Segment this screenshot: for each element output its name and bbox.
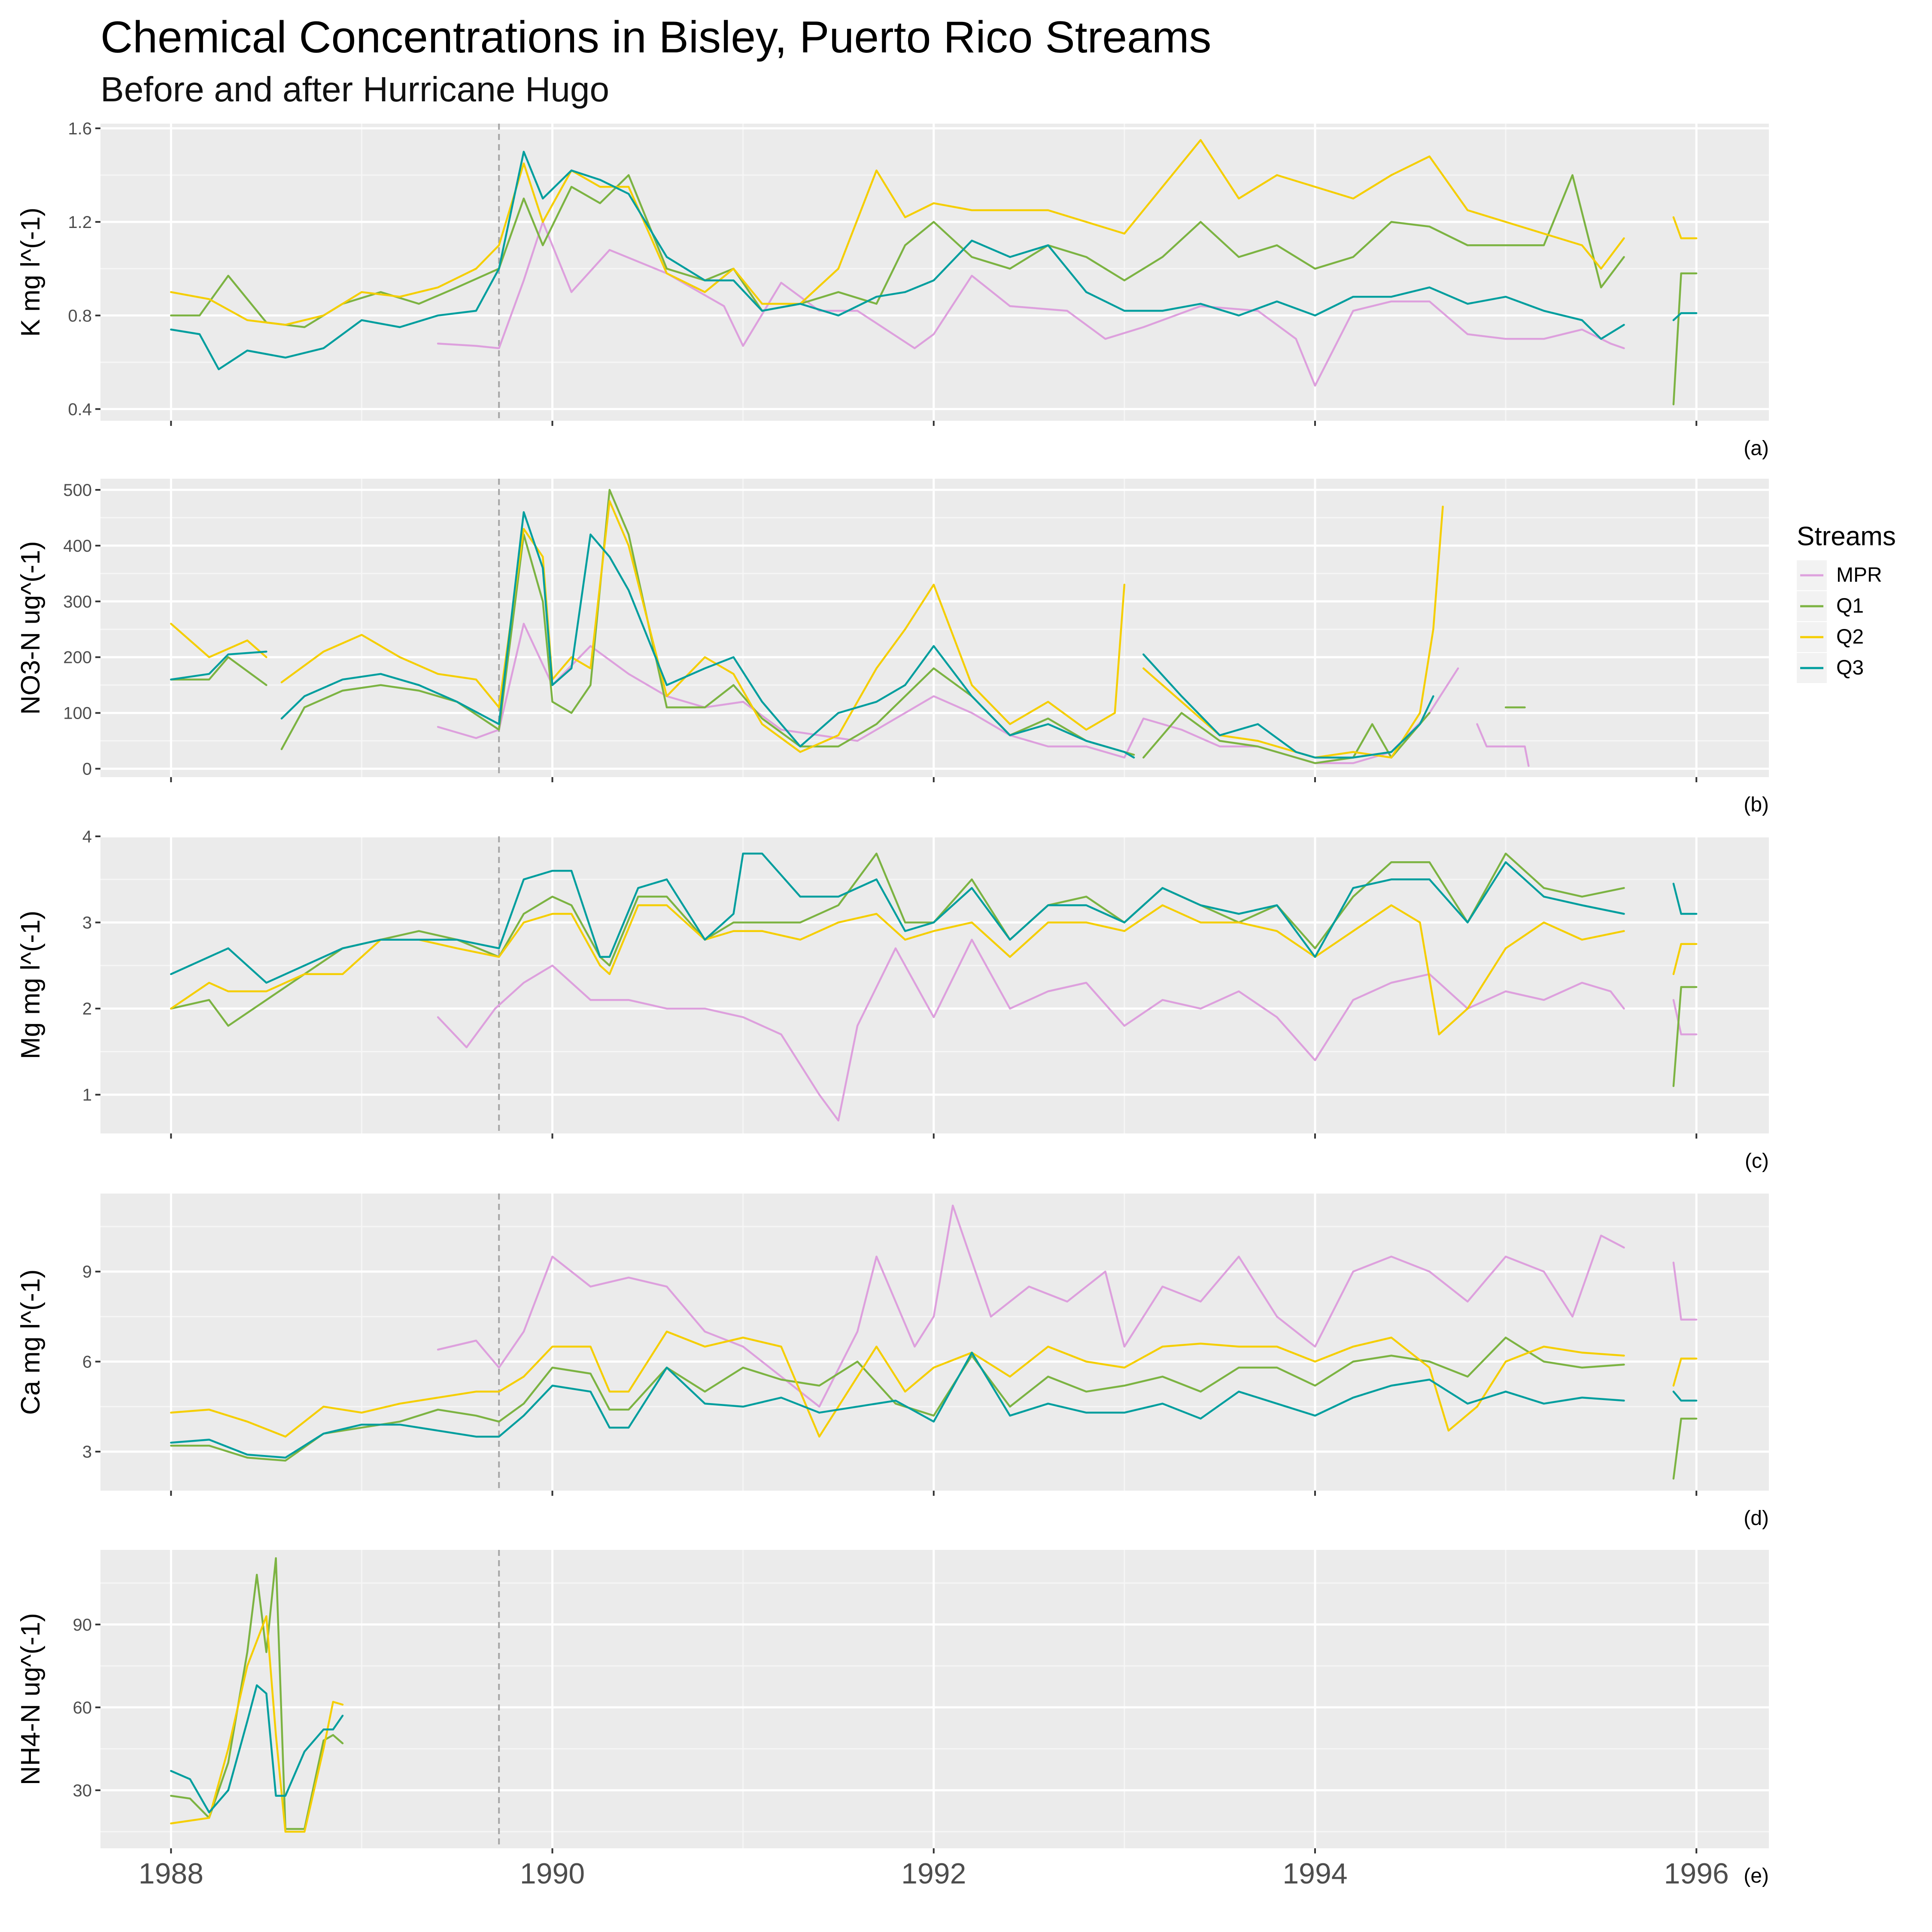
series-line-q2 <box>170 139 1625 326</box>
series-line-mpr <box>437 1204 1625 1408</box>
panel-tag: (b) <box>1744 793 1769 816</box>
y-tick-label: 30 <box>73 1781 92 1800</box>
series-line-q2 <box>170 623 267 658</box>
chart-title: Chemical Concentrations in Bisley, Puert… <box>100 12 1212 62</box>
y-tick-label: 60 <box>73 1698 92 1717</box>
y-tick-label: 90 <box>73 1616 92 1634</box>
series-line-q1 <box>1672 272 1698 406</box>
y-tick-label: 6 <box>82 1352 92 1371</box>
chart-subtitle: Before and after Hurricane Hugo <box>100 70 610 109</box>
y-tick-label: 1 <box>82 1086 92 1105</box>
y-tick-label: 0 <box>82 760 92 779</box>
series-line-q3 <box>170 1352 1625 1459</box>
series-line-q2 <box>1672 1358 1698 1387</box>
y-tick-label: 200 <box>63 648 92 667</box>
x-tick-label: 1988 <box>139 1857 204 1890</box>
series-line-q3 <box>1672 312 1698 321</box>
series-line-q3 <box>1672 1391 1698 1402</box>
series-line-mpr <box>1476 723 1530 767</box>
series-line-mpr <box>437 221 1625 387</box>
panel-tag: (c) <box>1745 1150 1769 1173</box>
series-line-q3 <box>1672 883 1698 915</box>
series-line-q1 <box>1672 1417 1698 1480</box>
series-line-q2 <box>1672 216 1698 240</box>
legend-label: Q3 <box>1836 656 1864 679</box>
series-line-q2 <box>280 500 1126 753</box>
y-tick-label: 400 <box>63 537 92 556</box>
series-line-q3 <box>170 650 267 680</box>
y-axis-title: K mg l^(-1) <box>16 207 46 337</box>
series-line-q2 <box>1672 943 1698 975</box>
series-line-q2 <box>170 1615 344 1833</box>
y-tick-label: 2 <box>82 999 92 1018</box>
legend-label: Q1 <box>1836 595 1864 617</box>
series-line-mpr <box>1672 999 1698 1036</box>
y-axis-title: Mg mg l^(-1) <box>16 911 46 1059</box>
y-axis-title: Ca mg l^(-1) <box>16 1269 46 1415</box>
legend-label: Q2 <box>1836 626 1864 648</box>
series-line-q3 <box>170 852 1625 984</box>
y-tick-label: 4 <box>82 827 92 846</box>
y-tick-label: 0.4 <box>68 400 92 419</box>
y-axis-title: NO3-N ug^(-1) <box>16 541 46 715</box>
series-line-mpr <box>437 939 1625 1122</box>
panel-tag: (a) <box>1744 437 1769 460</box>
series-line-q1 <box>170 656 267 686</box>
x-tick-label: 1996 <box>1664 1857 1729 1890</box>
x-tick-label: 1992 <box>901 1857 966 1890</box>
series-line-q3 <box>1142 653 1434 759</box>
series-line-q1 <box>170 852 1625 1027</box>
series-line-q3 <box>170 1684 344 1814</box>
series-line-mpr <box>1672 1261 1698 1321</box>
series-line-q1 <box>1672 986 1698 1087</box>
y-tick-label: 0.8 <box>68 307 92 325</box>
y-tick-label: 300 <box>63 592 92 611</box>
series-line-q1 <box>170 1337 1625 1462</box>
y-tick-label: 1.2 <box>68 213 92 232</box>
legend-label: MPR <box>1836 564 1882 586</box>
panel-tag: (e) <box>1744 1865 1769 1887</box>
y-tick-label: 500 <box>63 481 92 500</box>
x-tick-label: 1994 <box>1282 1857 1347 1890</box>
y-tick-label: 3 <box>82 1443 92 1461</box>
y-tick-label: 1.6 <box>68 119 92 138</box>
series-line-q1 <box>1142 712 1431 764</box>
series-line-q2 <box>170 904 1625 1036</box>
y-axis-title: NH4-N ug^(-1) <box>16 1613 46 1785</box>
y-tick-label: 3 <box>82 914 92 933</box>
series-line-q3 <box>280 511 1135 759</box>
y-tick-label: 9 <box>82 1263 92 1282</box>
series-line-q2 <box>170 1331 1625 1438</box>
x-tick-label: 1990 <box>520 1857 585 1890</box>
series-line-q3 <box>170 151 1625 371</box>
legend-title: Streams <box>1797 522 1896 551</box>
series-line-q1 <box>170 174 1625 328</box>
panel-tag: (d) <box>1744 1507 1769 1530</box>
y-tick-label: 100 <box>63 704 92 723</box>
